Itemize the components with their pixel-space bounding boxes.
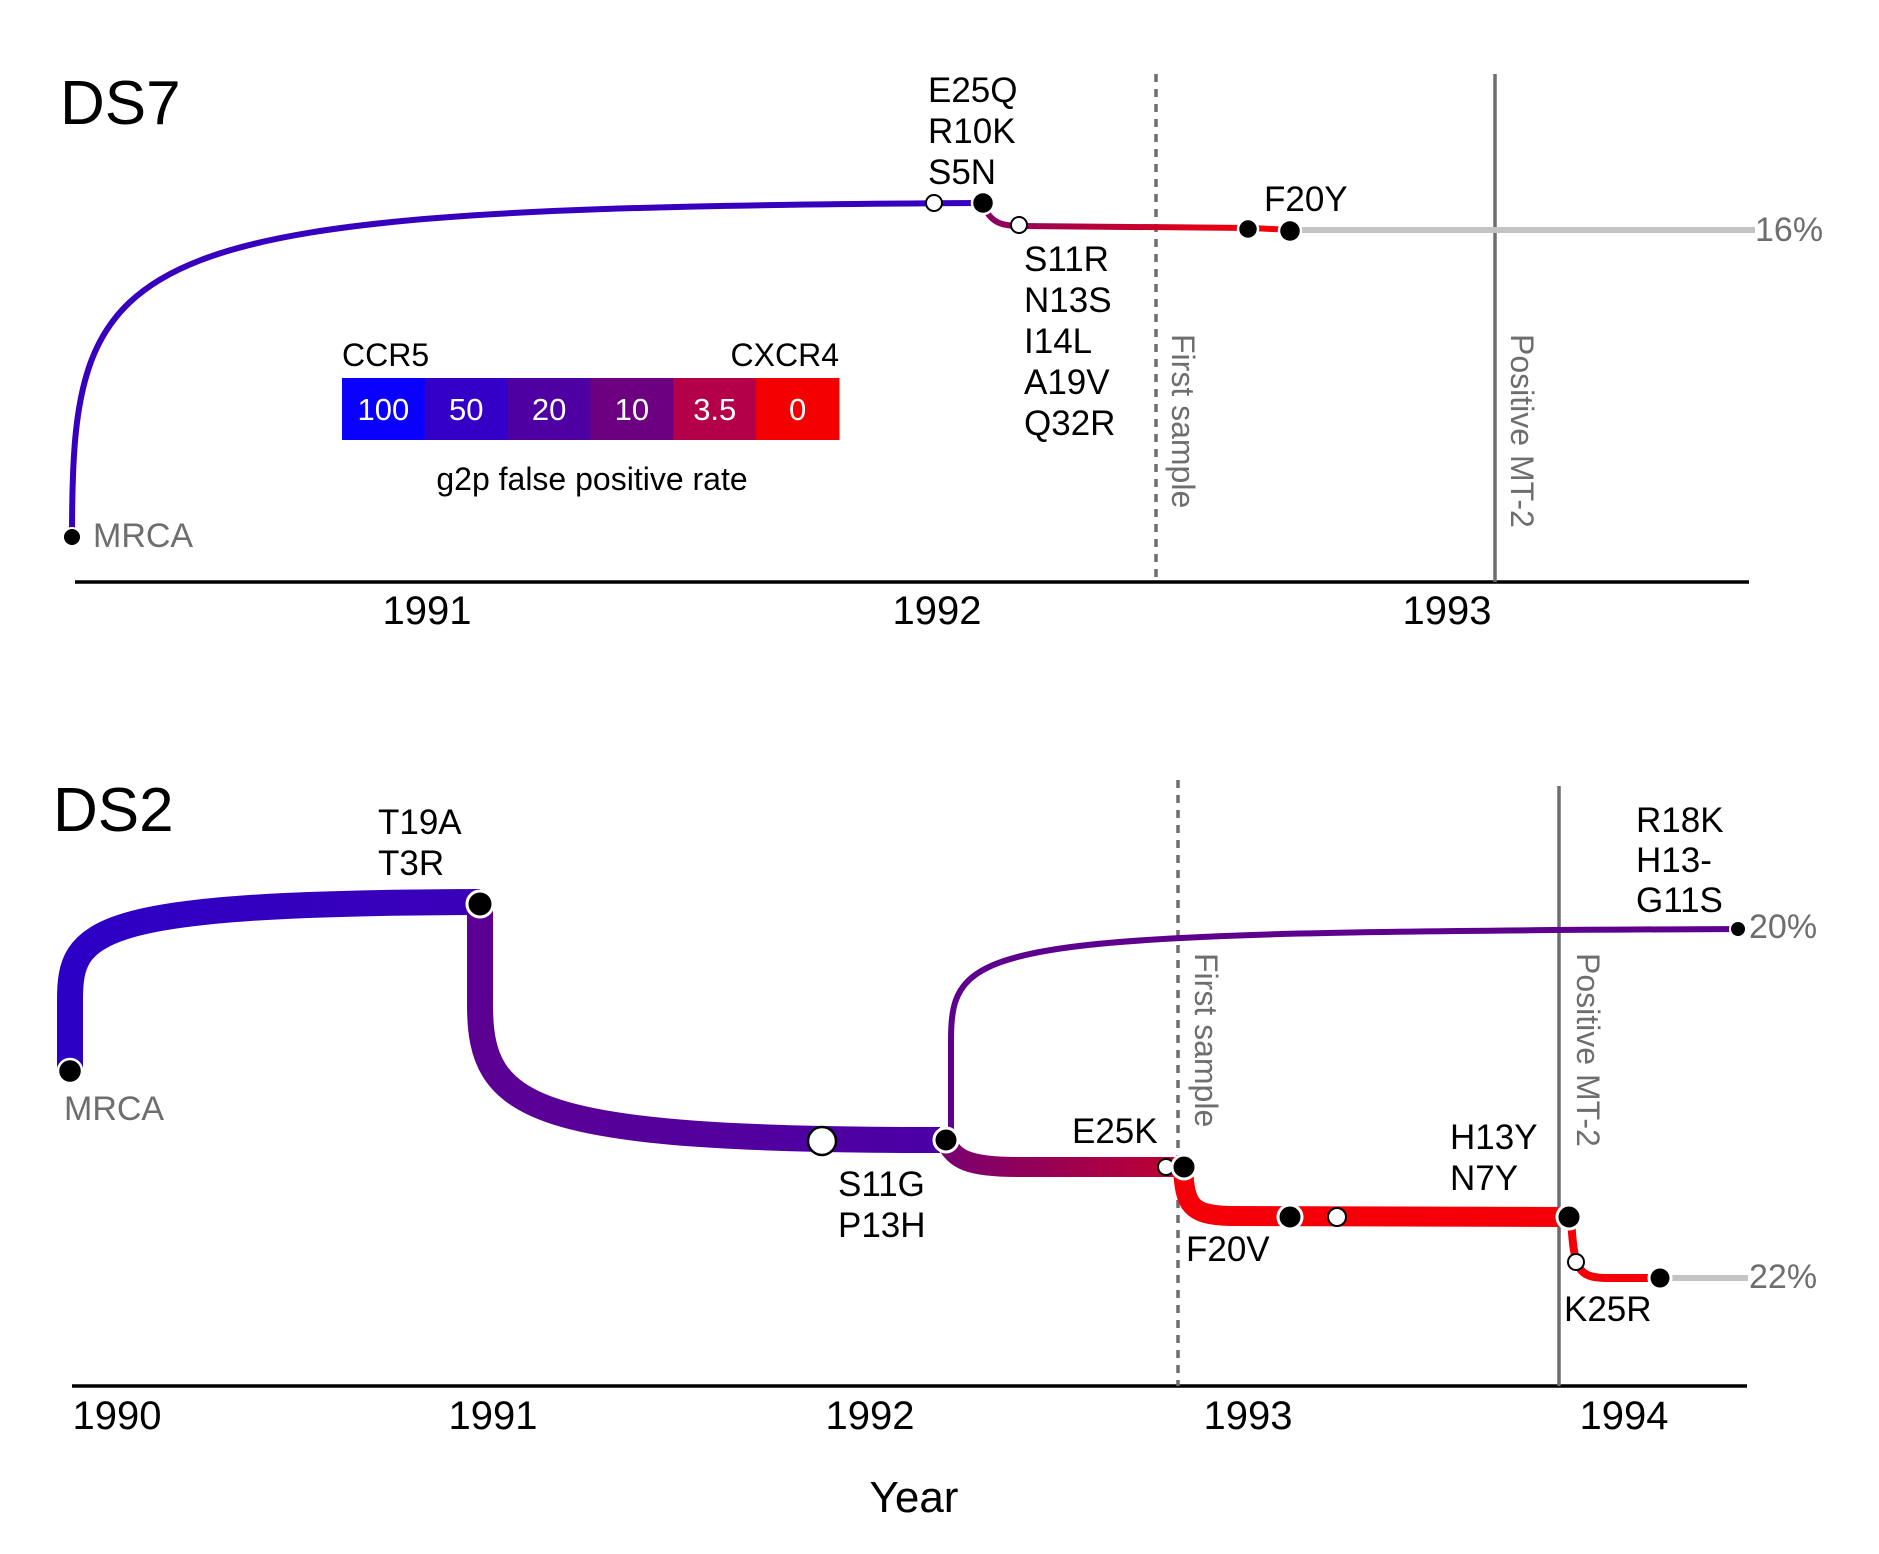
extant-percent-label: 16% [1755,211,1823,249]
legend-cell [342,378,426,440]
mutation-node [970,190,996,216]
first-sample-label: First sample [1188,953,1224,1127]
legend-cell-label: 20 [532,392,566,427]
mutation-label: F20Y [1264,180,1348,219]
mutation-node [1277,218,1303,244]
mutation-node [1236,217,1260,241]
panel-ds2: DS2 1990 1991 1992 1993 1994 First sampl… [53,776,1817,1438]
mutation-label: S11R [1024,240,1109,279]
legend-scale: 100 50 20 10 3.5 0 [342,378,840,440]
legend-cell-label: 100 [358,392,410,427]
sample-node [1567,1253,1585,1271]
sample-node [806,1125,838,1157]
lineage-branch [1567,1217,1660,1282]
year-tick-label: 1992 [893,589,982,633]
legend-cell-label: 10 [615,392,649,427]
legend-cell [590,378,674,440]
mutation-label: E25Q [928,71,1018,110]
year-tick-label: 1992 [826,1394,915,1438]
positive-mt2-label: Positive MT-2 [1570,953,1606,1147]
lineage-branch [467,903,941,1153]
lineage-branch [57,889,481,1068]
lineage-branch [948,926,1746,1140]
legend-ccr5-label: CCR5 [342,337,429,373]
mutation-label: N7Y [1450,1159,1518,1198]
mutation-label: Q32R [1024,404,1115,443]
mutation-label: S5N [928,153,996,192]
extant-percent-label: 22% [1749,1258,1817,1296]
mutation-label: K25R [1564,1290,1652,1329]
sample-node [925,194,943,212]
mutation-label: T3R [378,844,444,883]
mutation-node [465,889,495,919]
mutation-label: H13Y [1450,1118,1538,1157]
year-tick-label: 1993 [1204,1394,1293,1438]
panel-title: DS2 [53,776,174,845]
year-tick-label: 1990 [73,1394,162,1438]
mutation-label: P13H [838,1206,926,1245]
year-tick-label: 1993 [1403,589,1492,633]
mutation-label: H13- [1636,841,1712,880]
mutation-node [1555,1203,1583,1231]
mutation-node [932,1126,960,1154]
mrca-node [56,1057,84,1085]
mutation-node [1170,1153,1198,1181]
mutation-label: I14L [1024,322,1092,361]
legend-cell [507,378,591,440]
sample-node [1010,216,1028,234]
mutation-label: G11S [1636,881,1723,920]
legend-cell [673,378,757,440]
first-sample-label: First sample [1165,334,1201,508]
mutation-label: F20V [1186,1230,1270,1269]
year-tick-label: 1991 [383,589,472,633]
mrca-node [62,527,82,547]
mutation-label: R10K [928,112,1016,151]
year-tick-label: 1994 [1580,1394,1669,1438]
positive-mt2-label: Positive MT-2 [1504,334,1540,528]
mrca-label: MRCA [64,1090,164,1128]
sample-node [1327,1207,1347,1227]
color-legend: CCR5 CXCR4 100 50 20 10 3.5 0 g2p false posit… [342,337,840,497]
panel-ds7: DS7 1991 1992 1993 First sample Positive… [60,69,1823,633]
lineage-branch [69,200,981,538]
legend-cell-label: 50 [449,392,483,427]
legend-cell-label: 3.5 [693,392,736,427]
extant-percent-label: 20% [1749,908,1817,946]
mutation-label: N13S [1024,281,1112,320]
year-tick-label: 1991 [449,1394,538,1438]
mutation-node [1276,1203,1304,1231]
mutation-label: S11G [838,1165,925,1204]
mrca-label: MRCA [93,517,193,555]
mutation-node [1729,920,1747,938]
mutation-label: A19V [1024,363,1110,402]
panel-title: DS7 [60,69,181,138]
legend-cell-label: 0 [789,392,806,427]
legend-caption: g2p false positive rate [436,461,747,497]
legend-cell [756,378,840,440]
x-axis-title: Year [870,1473,959,1522]
legend-cxcr4-label: CXCR4 [731,337,839,373]
mutation-label: T19A [378,803,462,842]
mutation-label: E25K [1072,1112,1158,1151]
legend-cell [424,378,509,440]
mutation-label: R18K [1636,801,1724,840]
mutation-node [1647,1265,1673,1291]
